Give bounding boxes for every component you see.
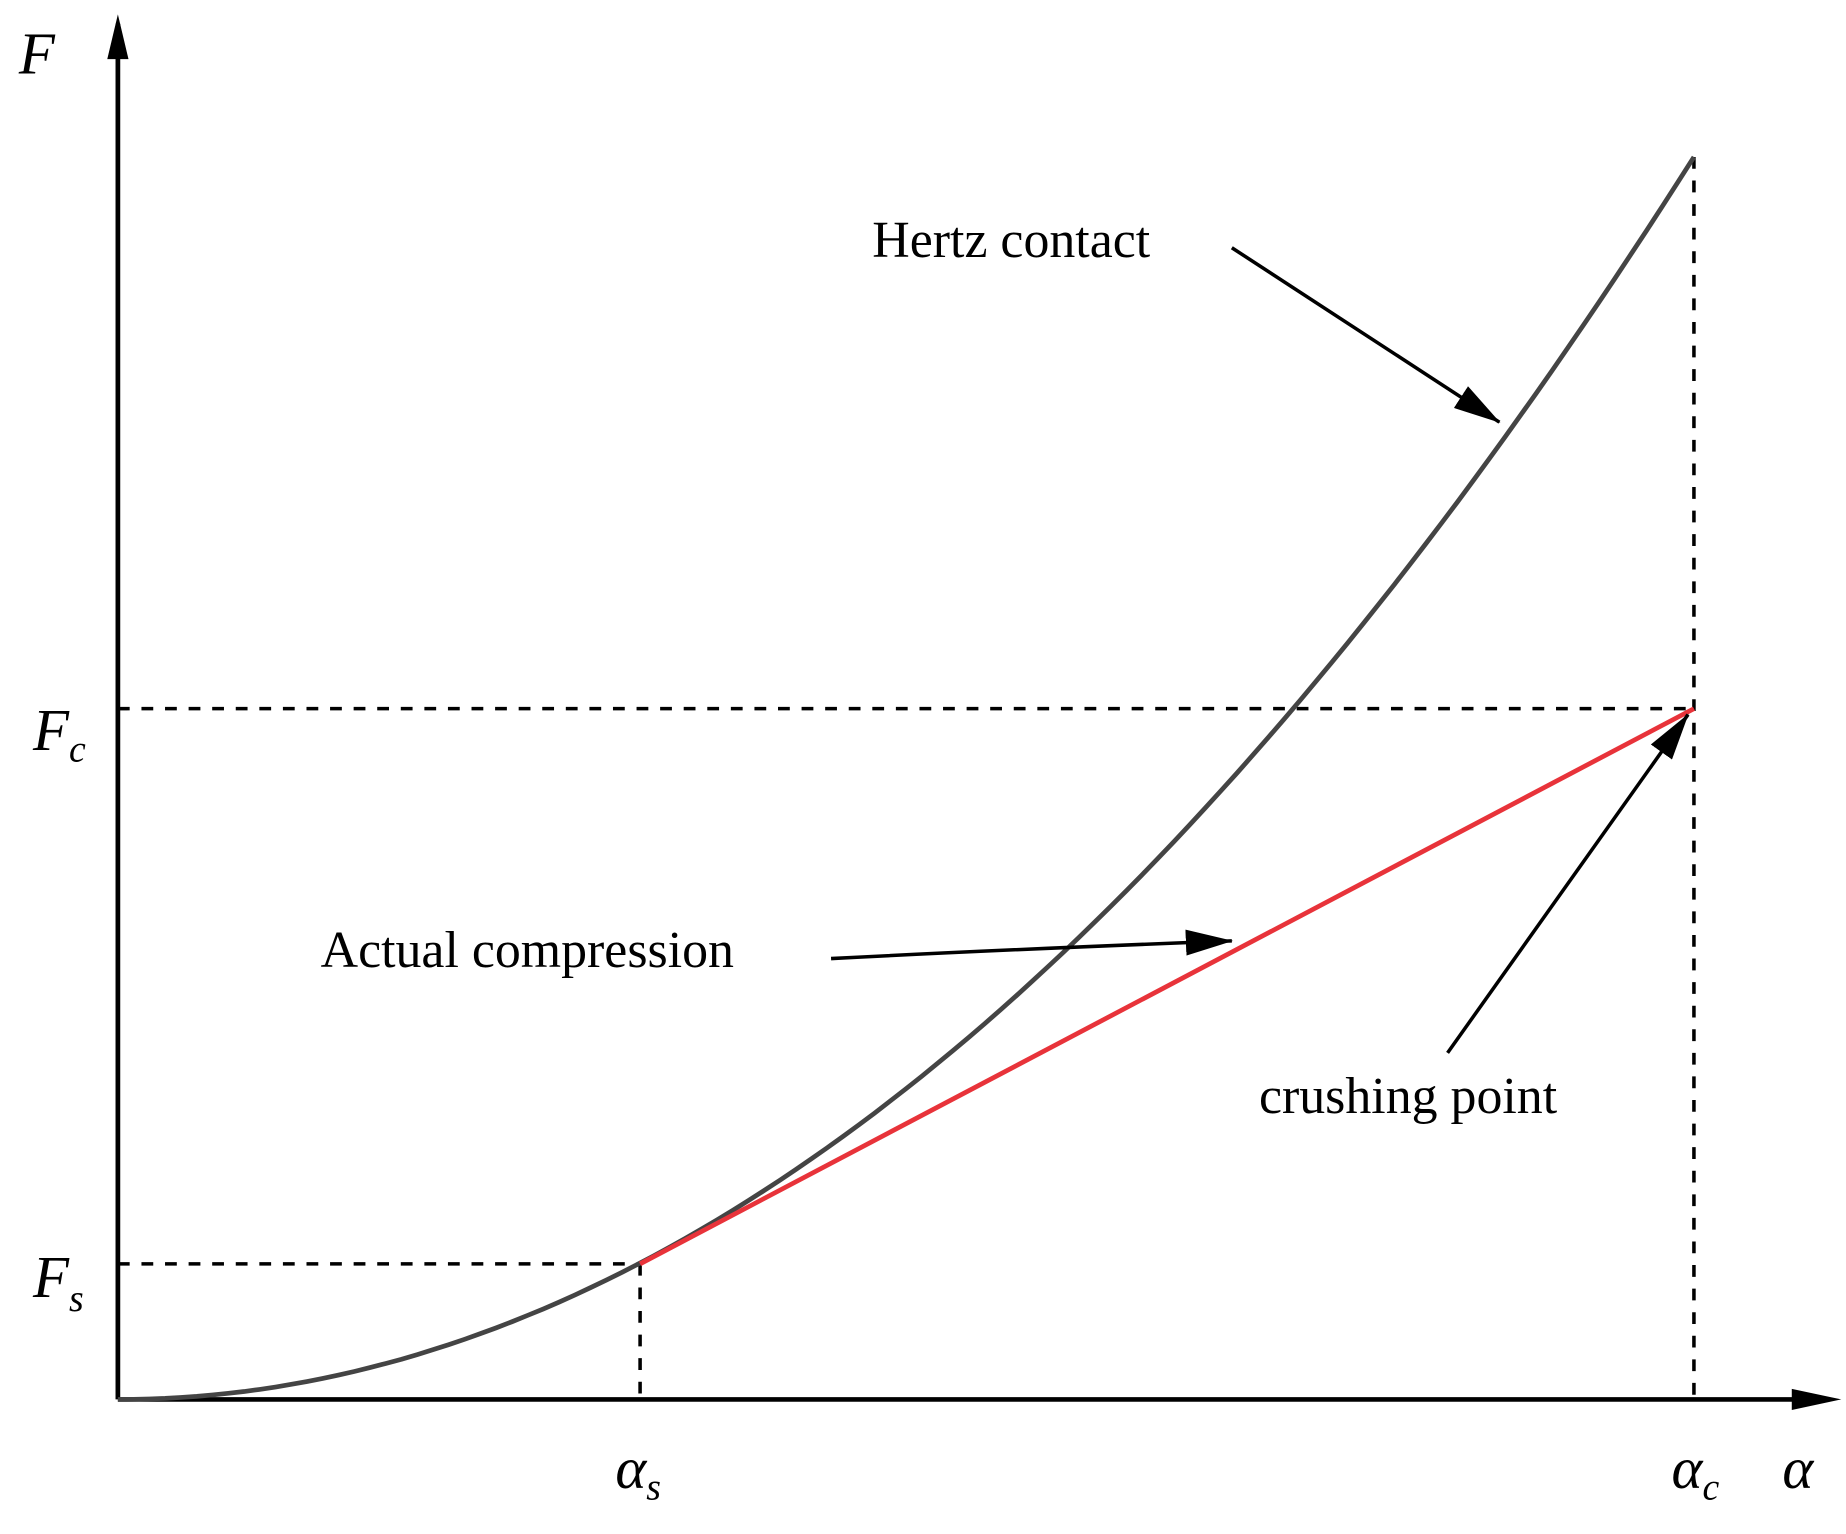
hertz-curve <box>117 155 1696 1402</box>
x-axis-label: α <box>1782 1435 1814 1501</box>
annotation: Hertz contact <box>872 212 1150 269</box>
annotation: Actual compression <box>321 922 734 979</box>
symbol: F <box>32 697 70 763</box>
symbol: F <box>32 1244 70 1310</box>
x-axis-arrow <box>1791 1388 1842 1411</box>
y-axis-label: F <box>18 20 56 86</box>
symbol: α <box>615 1435 647 1501</box>
annotation-arrow <box>830 929 1234 961</box>
y-axis-arrow <box>107 14 129 60</box>
compression-line <box>638 706 1696 1266</box>
x-tick-label: αs <box>615 1435 661 1509</box>
x-tick-label: αc <box>1672 1435 1720 1509</box>
symbol: α <box>1672 1435 1704 1501</box>
y-tick-label: Fs <box>32 1244 84 1320</box>
annotation: crushing point <box>1259 1068 1558 1125</box>
subscript: s <box>69 1278 84 1320</box>
annotation-arrow <box>1446 713 1690 1054</box>
subscript: c <box>69 729 86 771</box>
y-tick-label: Fc <box>32 697 86 771</box>
subscript: s <box>646 1467 661 1509</box>
annotation-arrow <box>1230 246 1501 424</box>
subscript: c <box>1702 1467 1719 1509</box>
